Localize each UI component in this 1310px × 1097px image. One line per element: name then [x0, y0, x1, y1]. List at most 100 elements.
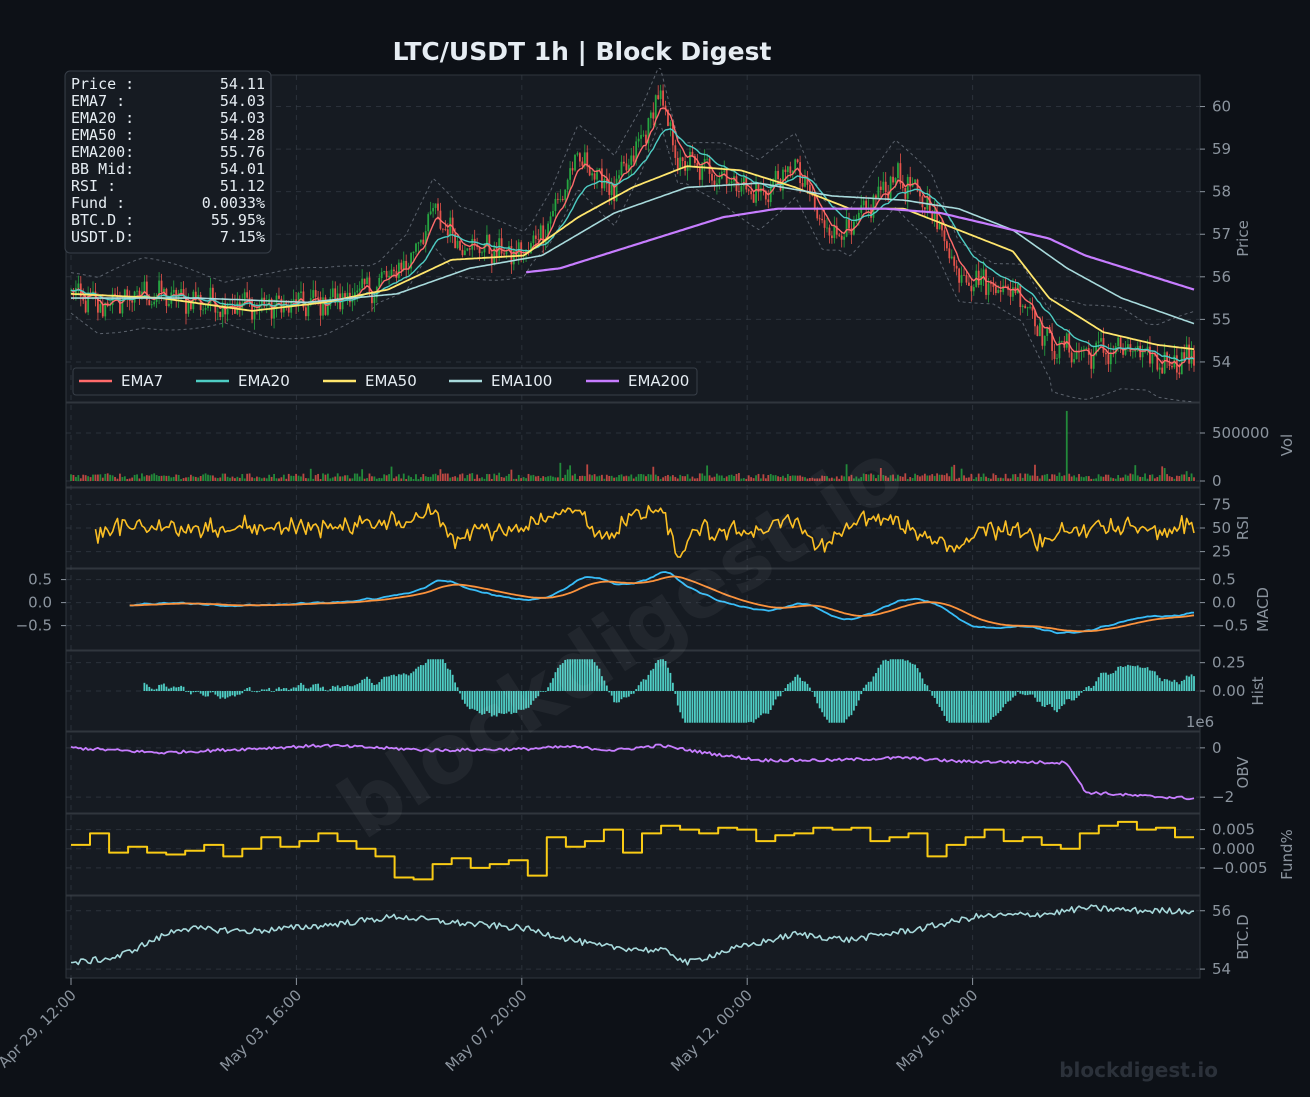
rsi-line	[94, 503, 1195, 558]
hist-bar	[583, 659, 586, 691]
volume-bar	[664, 475, 667, 481]
volume-bar	[909, 477, 912, 481]
volume-bar	[1175, 475, 1178, 481]
hist-bar	[632, 691, 635, 694]
hist-bar	[1102, 672, 1105, 691]
hist-bar	[380, 679, 383, 691]
candle-body	[468, 248, 471, 250]
volume-bar	[755, 475, 757, 481]
info-label: BB Mid:	[71, 160, 134, 178]
hist-bar	[889, 659, 892, 691]
volume-bar	[615, 477, 618, 481]
candle-body	[1146, 346, 1149, 351]
hist-bar	[397, 674, 400, 691]
candle-body	[610, 184, 613, 195]
volume-bar	[733, 475, 735, 481]
volume-bar	[1161, 466, 1164, 481]
hist-bar	[278, 687, 280, 691]
candle-body	[182, 289, 185, 298]
hist-bar	[1173, 679, 1176, 691]
volume-bar	[972, 479, 975, 481]
hist-bar	[875, 673, 877, 691]
candle-body	[950, 256, 953, 259]
volume-bar	[620, 474, 623, 481]
hist-bar	[221, 691, 224, 698]
hist-bar	[265, 689, 268, 691]
hist-bar	[150, 688, 153, 691]
candle-body	[520, 242, 523, 257]
hist-bar	[280, 689, 283, 691]
volume-bar	[304, 478, 307, 481]
volume-bar	[94, 474, 97, 481]
hist-bar	[816, 691, 819, 704]
hist-bar	[610, 691, 613, 696]
volume-bar	[1021, 477, 1024, 481]
hist-bar	[481, 691, 483, 715]
candle-body	[738, 191, 740, 192]
candle-body	[246, 292, 249, 298]
volume-bar	[290, 475, 293, 481]
y-axis-label: MACD	[1254, 587, 1272, 632]
hist-bar	[1073, 691, 1076, 701]
volume-bar	[84, 475, 87, 481]
info-value: 54.28	[220, 126, 265, 144]
volume-bar	[1051, 474, 1053, 481]
candle-body	[422, 239, 425, 245]
info-label: EMA20 :	[71, 109, 134, 127]
hist-bar	[371, 682, 373, 691]
hist-bar	[1156, 675, 1159, 691]
hist-bar	[527, 691, 530, 708]
volume-bar	[471, 473, 474, 481]
hist-bar	[801, 681, 804, 691]
hist-bar	[857, 691, 860, 701]
volume-bar	[522, 477, 525, 481]
volume-bar	[838, 478, 841, 481]
candle-body	[410, 253, 412, 269]
candle-body	[212, 287, 214, 300]
candle-body	[1114, 346, 1117, 354]
volume-bar	[77, 475, 80, 481]
hist-bar	[175, 687, 178, 691]
volume-bar	[999, 477, 1002, 481]
hist-bar	[684, 691, 687, 723]
hist-bar	[818, 691, 821, 709]
candle-body	[1031, 306, 1034, 311]
candle-body	[197, 294, 200, 299]
candle-body	[740, 186, 743, 192]
info-value: 54.01	[220, 160, 265, 178]
candle-body	[821, 218, 824, 221]
volume-bar	[1036, 475, 1039, 481]
candle-body	[750, 191, 753, 195]
candle-body	[1124, 348, 1127, 355]
volume-bar	[454, 476, 457, 481]
candle-body	[813, 195, 816, 210]
candle-body	[728, 183, 731, 185]
volume-bar	[180, 479, 182, 481]
hist-bar	[1151, 670, 1154, 691]
candle-body	[121, 300, 124, 314]
info-label: EMA7 :	[71, 92, 125, 110]
candle-body	[789, 166, 792, 174]
candle-body	[87, 292, 90, 313]
hist-bar	[1024, 691, 1027, 696]
hist-bar	[412, 671, 415, 691]
info-label: Price :	[71, 75, 134, 93]
candle-body	[578, 153, 581, 162]
volume-bar	[251, 477, 253, 481]
hist-bar	[667, 667, 669, 691]
volume-bar	[476, 474, 479, 481]
volume-bar	[397, 474, 400, 481]
volume-bar	[843, 476, 846, 481]
volume-bar	[314, 475, 317, 481]
hist-bar	[879, 664, 882, 691]
candle-body	[990, 283, 992, 285]
volume-bar	[745, 478, 748, 481]
hist-bar	[322, 686, 324, 691]
candle-body	[534, 235, 537, 239]
volume-bar	[901, 476, 904, 481]
candle-body	[601, 168, 603, 189]
info-value: 51.12	[220, 177, 265, 195]
hist-bar	[708, 691, 711, 723]
volume-bar	[407, 475, 410, 481]
